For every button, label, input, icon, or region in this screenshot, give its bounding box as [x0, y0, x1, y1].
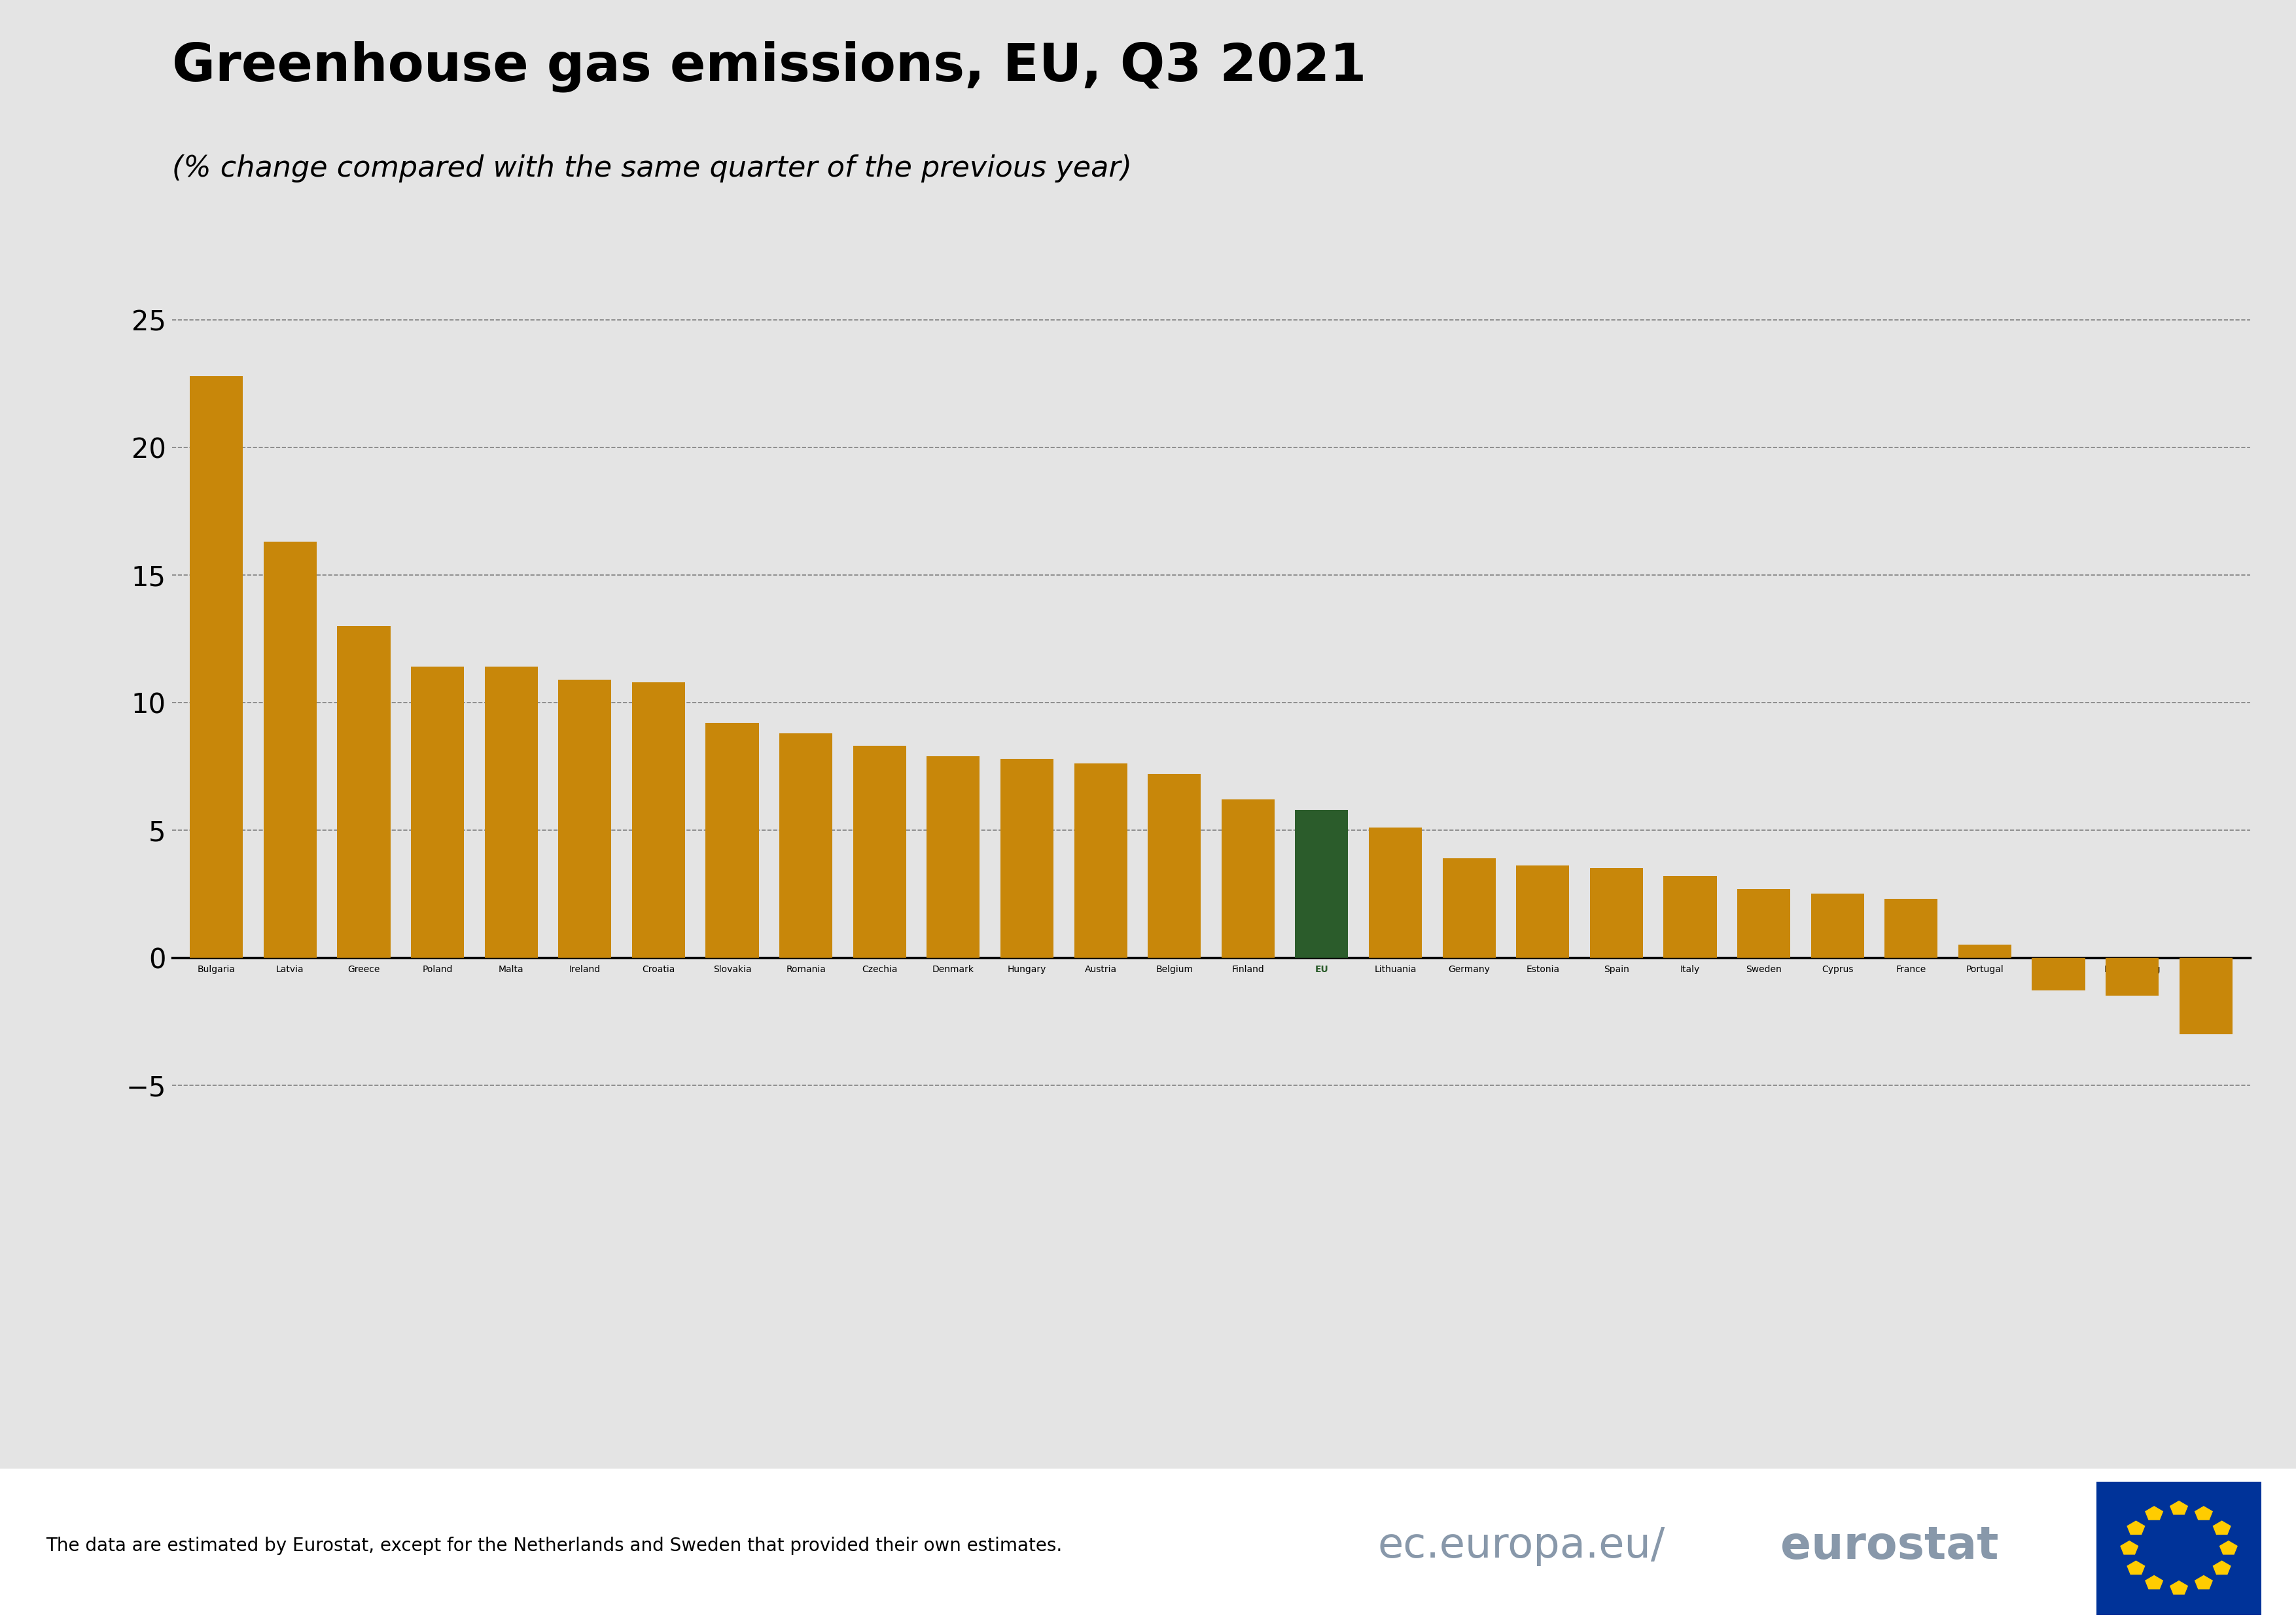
Bar — [1665, 876, 1717, 958]
Bar — [338, 626, 390, 958]
Bar — [558, 680, 611, 958]
Bar — [778, 734, 833, 958]
Text: Greenhouse gas emissions, EU, Q3 2021: Greenhouse gas emissions, EU, Q3 2021 — [172, 41, 1366, 93]
Bar — [1589, 868, 1644, 958]
Bar — [1442, 859, 1495, 958]
Bar — [2105, 958, 2158, 997]
Bar — [1221, 800, 1274, 958]
Bar — [928, 756, 980, 958]
Polygon shape — [2170, 1581, 2188, 1594]
Bar — [1885, 899, 1938, 958]
Bar — [411, 667, 464, 958]
Bar — [1001, 758, 1054, 958]
Polygon shape — [2122, 1540, 2138, 1555]
Polygon shape — [2213, 1521, 2229, 1534]
Bar — [854, 747, 907, 958]
Polygon shape — [2220, 1540, 2236, 1555]
Bar — [631, 682, 684, 958]
Polygon shape — [2195, 1506, 2213, 1519]
Text: The data are estimated by Eurostat, except for the Netherlands and Sweden that p: The data are estimated by Eurostat, exce… — [46, 1537, 1063, 1555]
Polygon shape — [2128, 1561, 2144, 1574]
Bar — [264, 542, 317, 958]
Text: ec.europa.eu/: ec.europa.eu/ — [1378, 1526, 1665, 1566]
Bar — [1075, 764, 1127, 958]
Bar — [191, 377, 243, 958]
Bar — [1812, 894, 1864, 958]
Bar — [1515, 865, 1568, 958]
Bar — [1738, 889, 1791, 958]
Polygon shape — [2128, 1521, 2144, 1534]
Text: eurostat: eurostat — [1782, 1524, 2000, 1568]
Bar — [1958, 945, 2011, 958]
Polygon shape — [2144, 1576, 2163, 1589]
Bar — [705, 722, 758, 958]
Bar — [1295, 810, 1348, 958]
Bar — [484, 667, 537, 958]
Bar — [2032, 958, 2085, 990]
Polygon shape — [2144, 1506, 2163, 1519]
Polygon shape — [2213, 1561, 2229, 1574]
Polygon shape — [2195, 1576, 2213, 1589]
Bar — [2179, 958, 2232, 1034]
Polygon shape — [2170, 1501, 2188, 1514]
Bar — [1148, 774, 1201, 958]
Text: (% change compared with the same quarter of the previous year): (% change compared with the same quarter… — [172, 154, 1132, 182]
Bar — [1368, 828, 1421, 958]
